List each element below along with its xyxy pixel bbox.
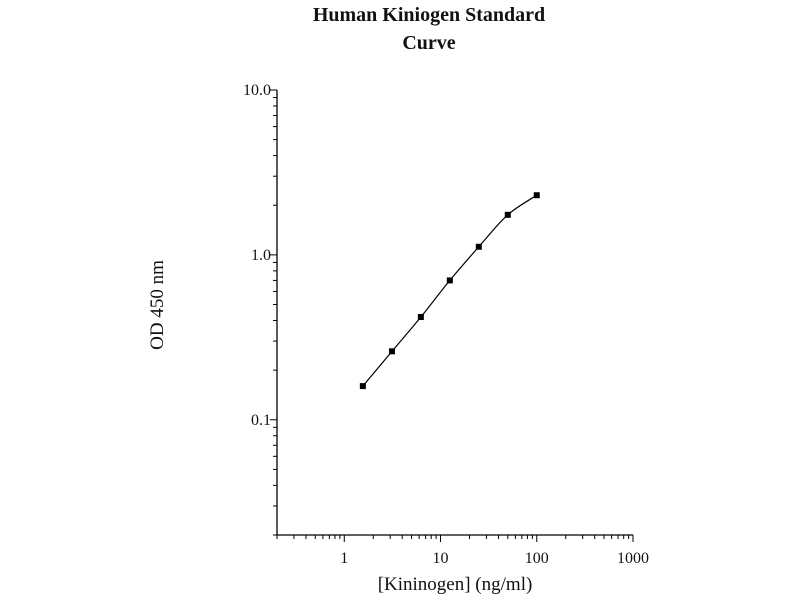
y-tick-label: 10.0 [243, 82, 271, 99]
data-point [533, 192, 540, 199]
fit-curve [362, 194, 538, 387]
y-tick-label: 0.1 [251, 412, 271, 429]
data-point [475, 243, 482, 250]
y-axis-label: OD 450 nm [147, 260, 168, 350]
x-tick-label: 10 [433, 550, 449, 567]
x-tick-label: 1000 [617, 550, 649, 567]
chart-title-line-1: Human Kiniogen Standard [313, 4, 545, 26]
y-tick-label: 1.0 [251, 247, 271, 264]
x-tick-label: 1 [340, 550, 348, 567]
data-point [446, 277, 453, 284]
data-point [417, 313, 424, 320]
chart-title-line-2: Curve [402, 32, 455, 54]
x-tick-label: 100 [525, 550, 549, 567]
plot-area [359, 192, 540, 390]
x-axis-label: [Kininogen] (ng/ml) [378, 574, 533, 595]
data-point [388, 348, 395, 355]
data-point [359, 383, 366, 390]
data-point [504, 211, 511, 218]
